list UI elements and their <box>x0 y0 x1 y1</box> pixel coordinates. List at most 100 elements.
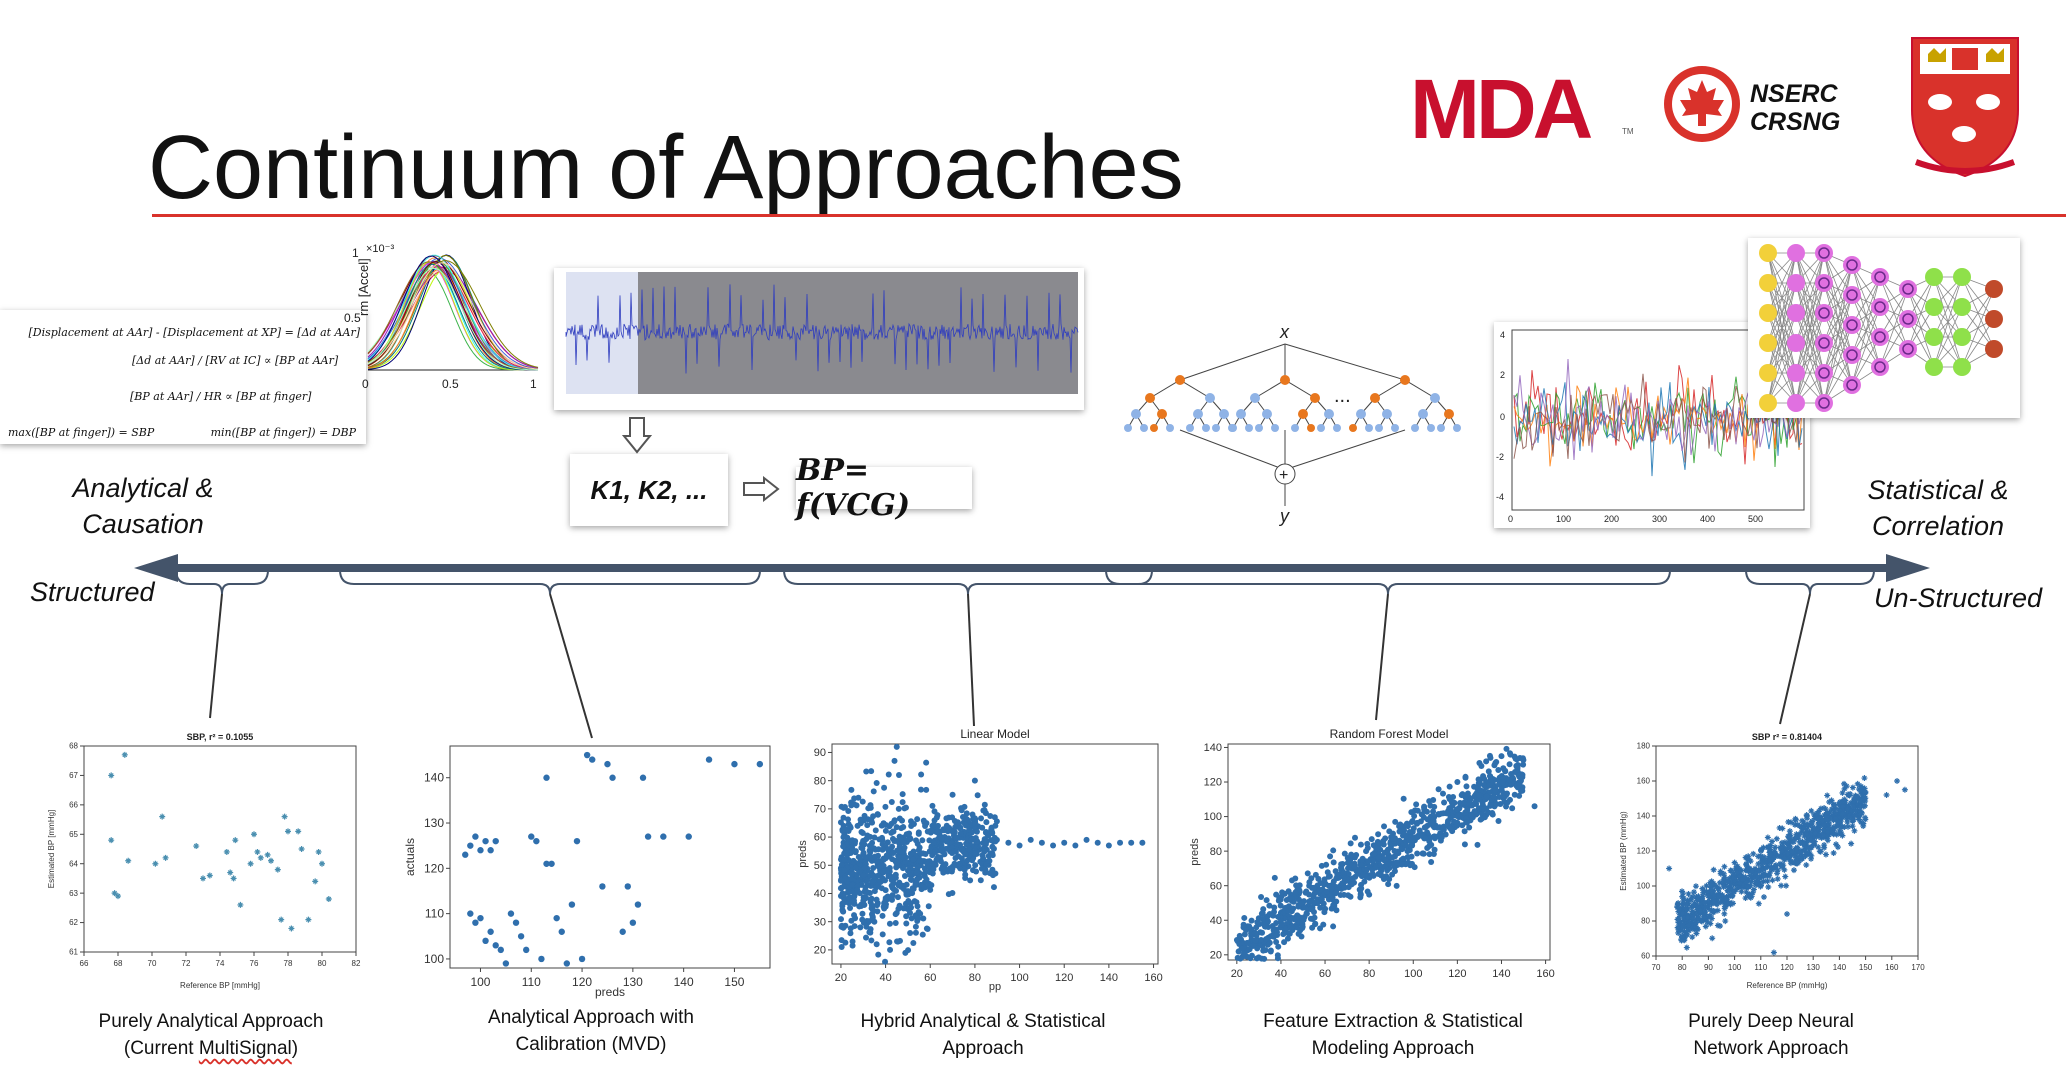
data-point <box>609 774 616 781</box>
accel-curves <box>367 254 539 371</box>
data-point <box>1785 850 1792 857</box>
data-point <box>857 924 864 931</box>
y-tick-label: 61 <box>69 948 78 957</box>
data-point <box>1353 852 1360 859</box>
data-point <box>886 920 893 927</box>
x-tick-label: 74 <box>216 959 225 968</box>
data-point <box>1710 908 1717 915</box>
tree-node <box>1236 409 1246 419</box>
nn-neuron <box>1925 328 1943 346</box>
data-point <box>1430 797 1437 804</box>
data-point <box>1308 875 1315 882</box>
data-point <box>919 931 926 938</box>
data-point <box>885 771 892 778</box>
x-tick-label: 140 <box>674 975 694 989</box>
data-point <box>1396 828 1403 835</box>
data-point <box>1476 760 1483 767</box>
data-point <box>1238 945 1245 952</box>
tree-node <box>1356 409 1366 419</box>
data-point <box>1686 927 1693 934</box>
data-point <box>1275 943 1282 950</box>
data-point <box>1139 839 1146 846</box>
data-point <box>1754 873 1761 880</box>
data-point <box>1514 763 1521 770</box>
data-point <box>1308 906 1315 913</box>
data-point <box>949 850 956 857</box>
data-point <box>1072 842 1079 849</box>
data-point <box>1777 860 1784 867</box>
svg-text:200: 200 <box>1604 514 1619 524</box>
nn-neuron <box>1925 268 1943 286</box>
data-point <box>1833 841 1840 848</box>
data-point <box>840 924 847 931</box>
data-point <box>927 886 934 893</box>
data-point <box>1771 865 1778 872</box>
data-point <box>934 828 941 835</box>
data-point <box>898 836 905 843</box>
data-point <box>923 876 930 883</box>
data-point <box>1811 834 1818 841</box>
y-tick-label: 60 <box>1641 952 1650 961</box>
data-point <box>949 791 956 798</box>
chart-points <box>837 743 1146 965</box>
tree-node <box>1349 424 1357 432</box>
data-point <box>1454 779 1461 786</box>
data-point <box>305 916 312 923</box>
data-point <box>1683 911 1690 918</box>
data-point <box>1710 866 1717 873</box>
data-point <box>1721 863 1728 870</box>
data-point <box>1725 875 1732 882</box>
nn-neuron <box>1899 340 1917 358</box>
data-point <box>1729 900 1736 907</box>
equations-panel: [Displacement at AAr] - [Displacement at… <box>0 310 366 444</box>
tree-node <box>1365 424 1373 432</box>
data-point <box>839 903 846 910</box>
data-point <box>1463 819 1470 826</box>
data-point <box>871 888 878 895</box>
data-point <box>868 937 875 944</box>
data-point <box>871 853 878 860</box>
data-point <box>1679 901 1686 908</box>
x-tick-label: 76 <box>250 959 259 968</box>
y-tick-label: 66 <box>69 801 78 810</box>
data-point <box>1375 831 1382 838</box>
data-point <box>874 902 881 909</box>
data-point <box>1260 947 1267 954</box>
data-point <box>1769 877 1776 884</box>
data-point <box>1717 868 1724 875</box>
data-point <box>1038 839 1045 846</box>
data-point <box>115 893 121 900</box>
data-point <box>512 919 520 926</box>
data-point <box>1357 861 1364 868</box>
signal-screenshot <box>554 268 1084 410</box>
data-point <box>1675 929 1682 936</box>
data-point <box>1841 796 1848 803</box>
data-point <box>1337 891 1344 898</box>
data-point <box>1508 770 1515 777</box>
data-point <box>1426 835 1433 842</box>
data-point <box>1710 899 1717 906</box>
data-point <box>905 947 912 954</box>
data-point <box>599 883 606 890</box>
y-tick-label: 64 <box>69 859 78 868</box>
data-point <box>1829 829 1836 836</box>
data-point <box>1774 867 1781 874</box>
caption-line2-pre: (Current <box>123 1038 199 1059</box>
data-point <box>1273 891 1280 898</box>
data-point <box>1462 773 1469 780</box>
data-point <box>1695 893 1702 900</box>
data-point <box>1375 854 1382 861</box>
nn-neuron <box>1759 364 1777 382</box>
data-point <box>923 786 930 793</box>
data-point <box>1802 853 1809 860</box>
data-point <box>731 760 738 768</box>
data-point <box>1707 882 1714 889</box>
data-point <box>1861 775 1868 782</box>
data-point <box>319 860 325 867</box>
nn-neuron <box>1953 328 1971 346</box>
data-point <box>909 890 916 897</box>
tree-node <box>1124 424 1132 432</box>
data-point <box>873 858 880 865</box>
x-tick-label: 160 <box>1885 963 1899 972</box>
y-tick-label: 20 <box>814 945 826 957</box>
